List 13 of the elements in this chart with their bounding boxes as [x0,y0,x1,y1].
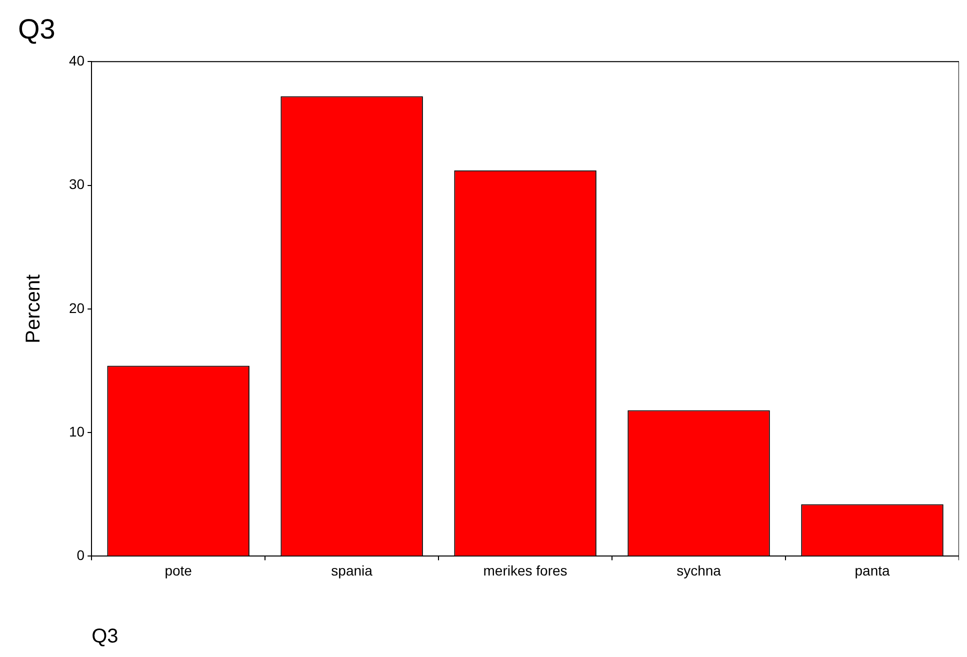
x-tick-label: merikes fores [483,562,568,578]
x-tick-label: sychna [676,562,722,578]
y-tick-label: 0 [76,547,85,564]
y-tick-label: 30 [68,176,85,192]
x-tick-label: pote [164,562,192,578]
x-axis-title: Q3 [92,626,118,648]
y-tick-label: 10 [68,423,85,440]
y-tick-label: 40 [68,52,85,68]
x-tick-label: spania [331,562,373,578]
chart-title: Q3 [18,14,56,45]
x-tick-label: panta [854,562,890,578]
y-tick-label: 20 [68,300,85,316]
y-axis-title: Percent [22,274,45,344]
